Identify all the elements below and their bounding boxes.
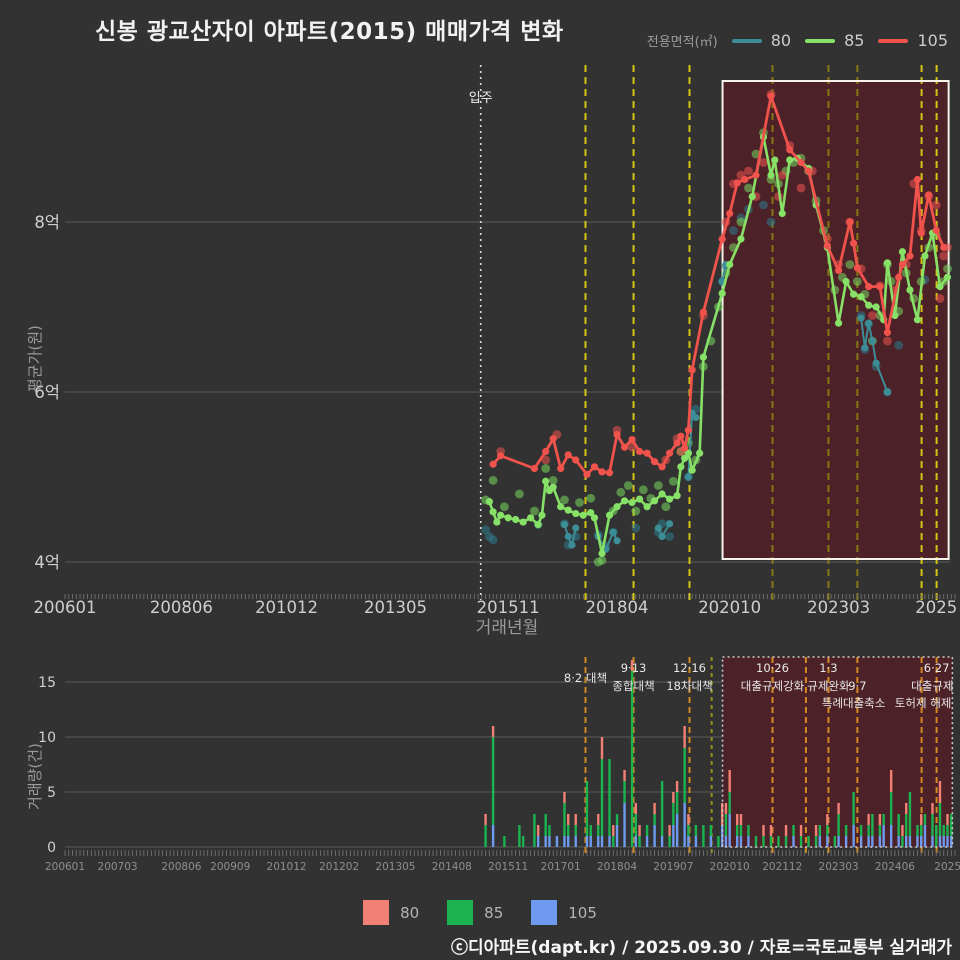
svg-text:201511: 201511 bbox=[488, 861, 528, 873]
area-legend-item-85[interactable]: 85 bbox=[805, 31, 864, 50]
price-line-85[interactable] bbox=[485, 133, 952, 558]
svg-text:6억: 6억 bbox=[34, 383, 60, 402]
legend-line-icon bbox=[805, 38, 836, 43]
move-in-label: 입주 bbox=[469, 91, 493, 106]
svg-text:10·26: 10·26 bbox=[756, 661, 789, 675]
svg-text:대출규제강화: 대출규제강화 bbox=[741, 679, 805, 693]
svg-text:종합대책: 종합대책 bbox=[612, 679, 654, 693]
volume-legend-item-80[interactable]: 80 bbox=[363, 900, 419, 925]
svg-text:5: 5 bbox=[47, 785, 56, 801]
svg-text:201305: 201305 bbox=[375, 861, 415, 873]
svg-text:0: 0 bbox=[47, 840, 56, 856]
area-legend-label: 전용면적(㎡) bbox=[646, 35, 718, 50]
svg-text:4억: 4억 bbox=[34, 553, 60, 572]
volume-x-axis: 200601 200703 200806 200909 201012 201202 2013… bbox=[45, 850, 960, 873]
svg-text:200909: 200909 bbox=[210, 861, 250, 873]
svg-text:202010: 202010 bbox=[710, 861, 750, 873]
price-y-axis: 4억 6억 8억 bbox=[34, 213, 60, 572]
legend-line-icon bbox=[878, 38, 909, 43]
legend-swatch-icon bbox=[531, 900, 558, 925]
svg-text:201701: 201701 bbox=[541, 861, 581, 873]
legend-swatch-icon bbox=[447, 900, 474, 925]
x-axis-title: 거래년월 bbox=[476, 618, 539, 638]
price-axis-title: 평균가(원) bbox=[26, 325, 44, 392]
legend-swatch-icon bbox=[363, 900, 390, 925]
svg-text:8억: 8억 bbox=[34, 213, 60, 232]
svg-text:202406: 202406 bbox=[875, 861, 915, 873]
svg-text:201511: 201511 bbox=[477, 598, 540, 617]
svg-text:202010: 202010 bbox=[698, 598, 761, 617]
volume-legend-item-85[interactable]: 85 bbox=[447, 900, 503, 925]
svg-text:201202: 201202 bbox=[319, 861, 359, 873]
legend-line-icon bbox=[731, 38, 762, 43]
svg-text:201907: 201907 bbox=[653, 861, 693, 873]
footer-credit: ⓒ디아파트(dapt.kr) / 2025.09.30 / 자료=국토교통부 실… bbox=[450, 938, 952, 958]
regulation-period-border bbox=[721, 80, 950, 560]
svg-text:특례대출축소: 특례대출축소 bbox=[822, 696, 885, 710]
svg-text:202112: 202112 bbox=[762, 861, 802, 873]
svg-text:200806: 200806 bbox=[161, 861, 201, 873]
svg-text:8·2 대책: 8·2 대책 bbox=[564, 671, 607, 685]
area-legend-item-80[interactable]: 80 bbox=[731, 31, 791, 50]
svg-text:200806: 200806 bbox=[150, 598, 213, 617]
svg-text:토허제 해제: 토허제 해제 bbox=[895, 696, 952, 710]
price-x-axis: 200601 200806 201012 201305 201511 201804 2020… bbox=[34, 594, 957, 617]
svg-text:1·3: 1·3 bbox=[819, 661, 837, 675]
volume-y-axis: 0 5 10 15 bbox=[38, 675, 56, 856]
svg-text:201012: 201012 bbox=[255, 598, 318, 617]
svg-text:대출규제: 대출규제 bbox=[911, 679, 953, 693]
svg-text:200601: 200601 bbox=[45, 861, 85, 873]
policy-annotations: 8·2 대책 9·13 종합대책 12·16 18차대책 10·26 대출규제강화 1·3 규제… bbox=[564, 661, 954, 710]
area-legend: 전용면적(㎡) 80 85 105 bbox=[647, 31, 948, 50]
svg-text:9·7: 9·7 bbox=[848, 679, 866, 693]
svg-text:202303: 202303 bbox=[807, 598, 870, 617]
svg-text:10: 10 bbox=[38, 730, 56, 746]
svg-text:12·16: 12·16 bbox=[673, 661, 706, 675]
volume-axis-title: 거래량(건) bbox=[26, 743, 44, 810]
svg-text:2025: 2025 bbox=[915, 598, 957, 617]
svg-text:201804: 201804 bbox=[597, 861, 637, 873]
volume-legend-item-105[interactable]: 105 bbox=[531, 900, 597, 925]
svg-text:201305: 201305 bbox=[364, 598, 427, 617]
volume-bars[interactable] bbox=[484, 660, 953, 847]
svg-text:202303: 202303 bbox=[819, 861, 859, 873]
area-legend-item-105[interactable]: 105 bbox=[878, 31, 948, 50]
svg-text:200601: 200601 bbox=[34, 598, 97, 617]
svg-text:9·13: 9·13 bbox=[621, 661, 647, 675]
svg-text:201012: 201012 bbox=[267, 861, 307, 873]
price-line-105[interactable] bbox=[489, 92, 948, 479]
svg-text:15: 15 bbox=[38, 675, 56, 691]
svg-text:201408: 201408 bbox=[432, 861, 472, 873]
volume-legend: 80 85 105 bbox=[0, 900, 960, 925]
svg-text:200703: 200703 bbox=[98, 861, 138, 873]
svg-text:6·27: 6·27 bbox=[924, 661, 950, 675]
svg-text:201804: 201804 bbox=[586, 598, 649, 617]
svg-text:규제완화: 규제완화 bbox=[807, 679, 850, 693]
svg-text:18차대책: 18차대책 bbox=[666, 679, 712, 693]
page-title: 신봉 광교산자이 아파트(2015) 매매가격 변화 bbox=[95, 19, 564, 45]
